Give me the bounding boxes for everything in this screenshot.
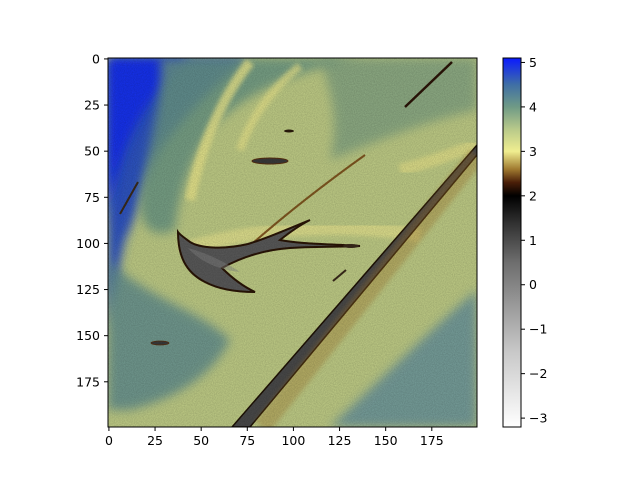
y-tick-label: 150 (76, 328, 100, 343)
colorbar-tick-label: −1 (529, 322, 547, 337)
colorbar-tick-label: 5 (529, 55, 537, 70)
y-tick-label: 50 (84, 144, 100, 159)
x-axis: 0 25 50 75 100 125 150 175 (105, 427, 444, 448)
colorbar-tick-label: 4 (529, 99, 537, 114)
x-tick-label: 125 (328, 433, 352, 448)
x-tick-label: 0 (105, 433, 113, 448)
y-tick-label: 0 (92, 51, 100, 66)
colorbar (502, 57, 522, 428)
y-tick-label: 25 (84, 98, 100, 113)
y-axis: 0 25 50 75 100 125 150 175 (76, 51, 108, 389)
colorbar-tick-label: −3 (529, 411, 547, 426)
x-tick-label: 175 (420, 433, 444, 448)
x-tick-label: 50 (193, 433, 209, 448)
heatmap-image (108, 58, 477, 427)
colorbar-tick-label: 2 (529, 188, 537, 203)
y-tick-label: 125 (76, 282, 100, 297)
y-tick-label: 100 (76, 236, 100, 251)
colorbar-tick-label: 0 (529, 277, 537, 292)
colorbar-tick-label: 3 (529, 144, 537, 159)
colorbar-tick-label: 1 (529, 233, 537, 248)
x-tick-label: 75 (239, 433, 255, 448)
heatmap-grain (108, 58, 477, 427)
x-tick-label: 25 (147, 433, 163, 448)
y-tick-label: 75 (84, 190, 100, 205)
x-tick-label: 100 (281, 433, 305, 448)
colorbar-tick-label: −2 (529, 366, 547, 381)
colorbar-axis: −3 −2 −1 0 1 2 3 4 5 (521, 55, 547, 426)
x-tick-label: 150 (374, 433, 398, 448)
y-tick-label: 175 (76, 374, 100, 389)
plot-frame (107, 57, 478, 428)
